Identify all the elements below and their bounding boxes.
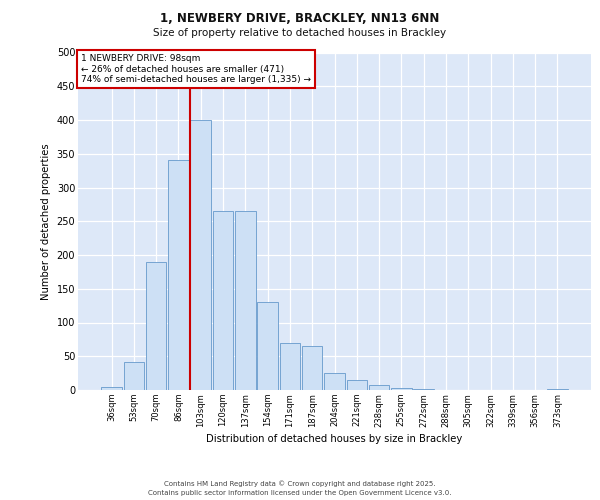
Text: Contains HM Land Registry data © Crown copyright and database right 2025.
Contai: Contains HM Land Registry data © Crown c… <box>148 480 452 496</box>
Text: Size of property relative to detached houses in Brackley: Size of property relative to detached ho… <box>154 28 446 38</box>
Bar <box>146 262 166 390</box>
Bar <box>168 160 189 390</box>
Bar <box>213 211 233 390</box>
Bar <box>302 346 322 390</box>
X-axis label: Distribution of detached houses by size in Brackley: Distribution of detached houses by size … <box>206 434 463 444</box>
Y-axis label: Number of detached properties: Number of detached properties <box>41 143 51 300</box>
Bar <box>235 211 256 390</box>
Bar <box>324 373 345 390</box>
Bar <box>257 302 278 390</box>
Bar <box>190 120 211 390</box>
Text: 1, NEWBERY DRIVE, BRACKLEY, NN13 6NN: 1, NEWBERY DRIVE, BRACKLEY, NN13 6NN <box>160 12 440 26</box>
Bar <box>369 384 389 390</box>
Bar <box>124 362 144 390</box>
Bar <box>101 386 122 390</box>
Bar <box>347 380 367 390</box>
Bar <box>280 343 300 390</box>
Bar <box>391 388 412 390</box>
Text: 1 NEWBERY DRIVE: 98sqm
← 26% of detached houses are smaller (471)
74% of semi-de: 1 NEWBERY DRIVE: 98sqm ← 26% of detached… <box>80 54 311 84</box>
